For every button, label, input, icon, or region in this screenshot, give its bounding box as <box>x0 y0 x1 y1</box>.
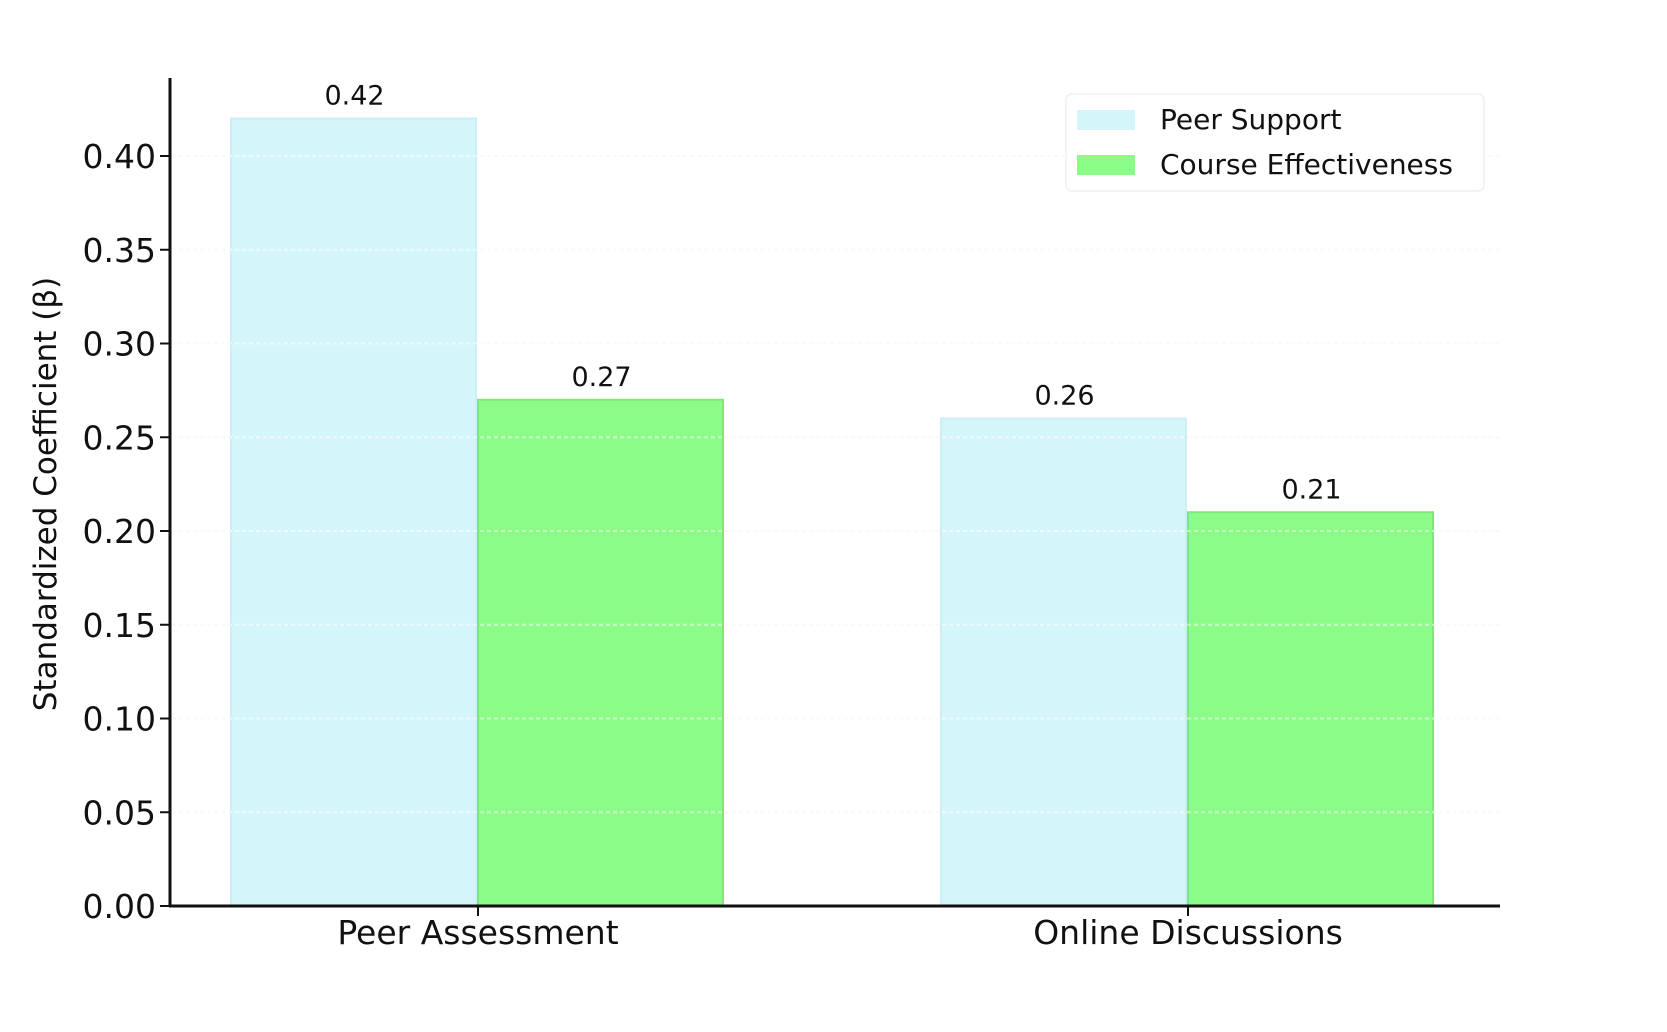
legend-label: Peer Support <box>1160 103 1341 136</box>
legend-label: Course Effectiveness <box>1160 148 1453 181</box>
y-tick-label: 0.10 <box>83 700 156 739</box>
y-tick-label: 0.15 <box>83 606 156 645</box>
data-label: 0.42 <box>324 81 384 112</box>
legend-swatch <box>1077 110 1135 130</box>
data-label: 0.26 <box>1034 381 1094 412</box>
data-labels: 0.42 0.27 0.26 0.21 <box>324 81 1341 506</box>
y-tick-label: 0.25 <box>83 418 156 457</box>
data-label: 0.27 <box>571 362 631 393</box>
x-tick-label: Peer Assessment <box>337 913 618 952</box>
x-tick-label: Online Discussions <box>1033 913 1343 952</box>
bar-course-effectiveness <box>477 398 724 907</box>
legend-box <box>1065 93 1485 192</box>
y-tick-label: 0.00 <box>83 887 156 926</box>
legend-swatch <box>1077 155 1135 175</box>
y-tick-label: 0.40 <box>83 137 156 176</box>
x-ticks: Peer Assessment Online Discussions <box>337 906 1343 952</box>
bar-peer-support <box>230 117 477 907</box>
data-label: 0.21 <box>1281 474 1341 505</box>
y-tick-label: 0.35 <box>83 231 156 270</box>
y-tick-label: 0.05 <box>83 793 156 832</box>
y-axis-label: Standardized Coefficient (β) <box>28 277 64 712</box>
y-tick-label: 0.30 <box>83 325 156 364</box>
axes <box>168 78 1500 908</box>
bars <box>230 117 1434 907</box>
legend: Peer Support Course Effectiveness <box>1065 93 1485 192</box>
bar-course-effectiveness <box>1187 511 1434 907</box>
bar-peer-support <box>940 417 1187 907</box>
y-ticks: 0.00 0.05 0.10 0.15 0.20 0.25 0.30 0.35 0.40 <box>83 137 170 926</box>
y-tick-label: 0.20 <box>83 512 156 551</box>
